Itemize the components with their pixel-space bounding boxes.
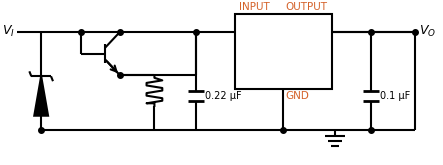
Bar [235,14,332,89]
Text: OUTPUT: OUTPUT [286,2,328,12]
Text: $V_O$: $V_O$ [420,24,436,39]
Text: 0.22 µF: 0.22 µF [205,91,241,101]
Text: INPUT: INPUT [239,2,270,12]
Text: GND: GND [285,91,309,101]
Text: $V_I$: $V_I$ [2,24,15,39]
Text: 0.1 µF: 0.1 µF [380,91,410,101]
Polygon shape [34,76,48,116]
